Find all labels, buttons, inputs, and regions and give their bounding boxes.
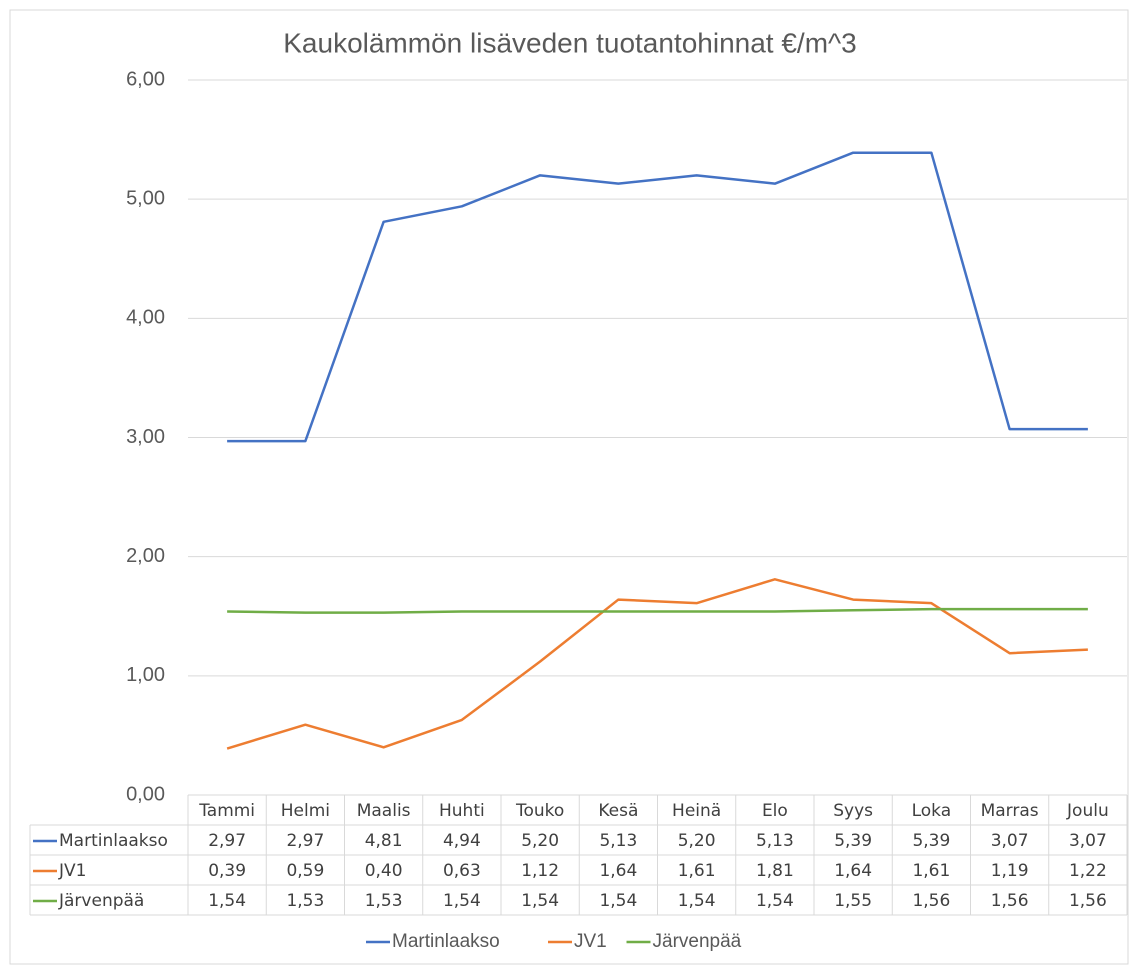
x-tick-label: Syys [833, 801, 873, 821]
table-value: 2,97 [286, 831, 324, 851]
table-value: 5,13 [756, 831, 794, 851]
table-value: 5,20 [521, 831, 559, 851]
table-value: 1,61 [678, 861, 716, 881]
table-value: 0,63 [443, 861, 481, 881]
table-value: 1,53 [365, 891, 403, 911]
x-tick-label: Marras [981, 801, 1039, 821]
table-value: 1,61 [912, 861, 950, 881]
table-value: 1,12 [521, 861, 559, 881]
table-value: 1,56 [1069, 891, 1107, 911]
table-value: 1,54 [678, 891, 716, 911]
line-series [226, 578, 1088, 750]
table-value: 1,56 [912, 891, 950, 911]
y-tick-label: 1,00 [126, 664, 165, 686]
x-tick-label: Touko [515, 801, 564, 821]
table-value: 1,22 [1069, 861, 1107, 881]
table-value: 2,97 [208, 831, 246, 851]
table-value: 1,54 [599, 891, 637, 911]
y-tick-label: 0,00 [126, 783, 165, 805]
x-tick-label: Tammi [198, 801, 255, 821]
table-value: 3,07 [1069, 831, 1107, 851]
x-tick-label: Maalis [357, 801, 411, 821]
table-value: 4,94 [443, 831, 481, 851]
y-tick-label: 3,00 [126, 426, 165, 448]
legend-label: Järvenpää [653, 931, 742, 952]
x-tick-label: Elo [762, 801, 788, 821]
table-value: 1,55 [834, 891, 872, 911]
table-series-label: Järvenpää [58, 891, 144, 911]
table-value: 5,20 [678, 831, 716, 851]
y-tick-label: 2,00 [126, 545, 165, 567]
table-value: 1,54 [443, 891, 481, 911]
table-value: 1,53 [286, 891, 324, 911]
table-value: 5,13 [599, 831, 637, 851]
chart-border [9, 9, 1129, 965]
table-value: 1,64 [599, 861, 637, 881]
table-value: 0,40 [365, 861, 403, 881]
table-value: 4,81 [365, 831, 403, 851]
legend-label: Martinlaakso [392, 931, 500, 952]
x-tick-label: Kesä [598, 801, 638, 821]
y-tick-label: 6,00 [126, 68, 165, 90]
chart-title: Kaukolämmön lisäveden tuotantohinnat €/m… [283, 27, 857, 58]
table-value: 1,81 [756, 861, 794, 881]
table-value: 1,19 [991, 861, 1029, 881]
table-value: 1,64 [834, 861, 872, 881]
table-series-label: JV1 [58, 861, 86, 881]
table-series-label: Martinlaakso [59, 831, 168, 851]
table-value: 0,39 [208, 861, 246, 881]
table-value: 5,39 [834, 831, 872, 851]
table-value: 1,54 [756, 891, 794, 911]
y-tick-label: 5,00 [126, 187, 165, 209]
x-tick-label: Helmi [281, 801, 330, 821]
table-value: 5,39 [912, 831, 950, 851]
x-tick-label: Huhti [439, 801, 485, 821]
table-value: 1,56 [991, 891, 1029, 911]
x-tick-label: Loka [912, 801, 952, 821]
y-tick-label: 4,00 [126, 307, 165, 329]
table-value: 0,59 [286, 861, 324, 881]
table-value: 3,07 [991, 831, 1029, 851]
x-tick-label: Joulu [1066, 801, 1109, 821]
line-series [227, 151, 1088, 443]
table-value: 1,54 [521, 891, 559, 911]
line-series [227, 607, 1088, 614]
table-value: 1,54 [208, 891, 246, 911]
x-tick-label: Heinä [672, 801, 721, 821]
legend-label: JV1 [574, 931, 607, 952]
